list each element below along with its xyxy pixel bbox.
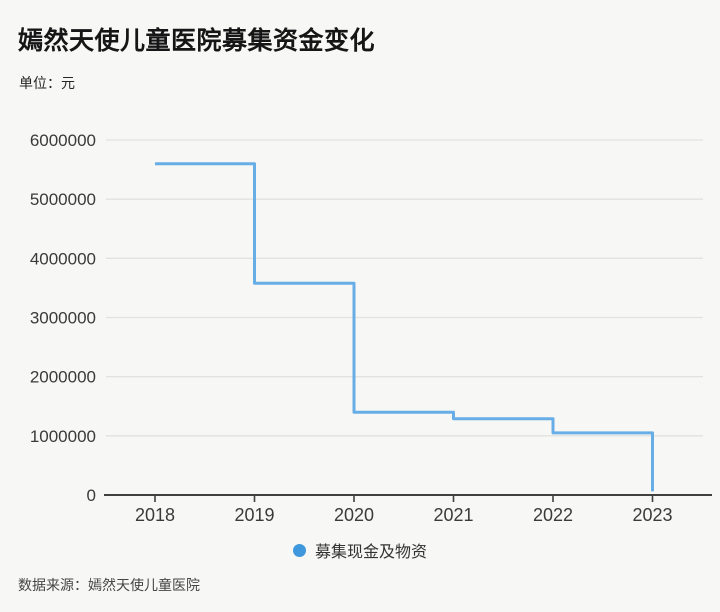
x-axis-tick-label: 2019 [234,505,274,525]
legend: 募集现金及物资 [0,538,720,562]
x-axis-tick-label: 2018 [135,505,175,525]
y-axis-tick-label: 2000000 [30,368,96,387]
y-axis-tick-label: 3000000 [30,308,96,327]
y-axis-tick-label: 5000000 [30,190,96,209]
x-axis-tick-label: 2022 [533,505,573,525]
data-source-label: 数据来源：嫣然天使儿童医院 [18,577,200,593]
unit-label: 单位：元 [19,75,75,91]
x-axis-tick-label: 2020 [334,505,374,525]
x-axis-tick-label: 2021 [433,505,473,525]
y-axis-tick-label: 1000000 [30,427,96,446]
x-axis-tick-label: 2023 [632,505,672,525]
y-axis-tick-label: 4000000 [30,249,96,268]
page-title: 嫣然天使儿童医院募集资金变化 [18,27,376,55]
y-axis-tick-label: 6000000 [30,131,96,150]
legend-marker-icon [292,543,306,557]
y-axis-tick-label: 0 [87,486,96,505]
series-line [155,162,654,492]
legend-label: 募集现金及物资 [314,544,427,561]
